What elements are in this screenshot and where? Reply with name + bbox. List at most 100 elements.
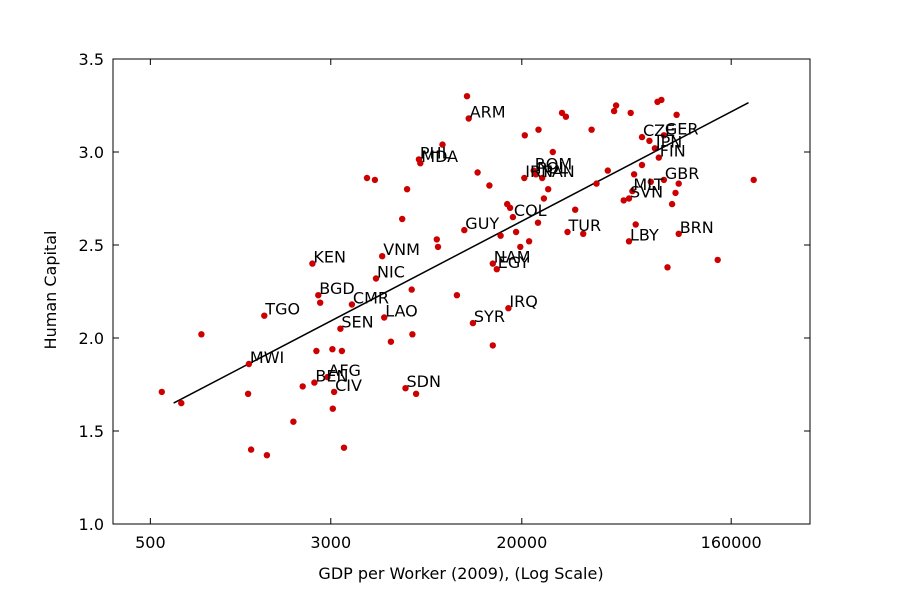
scatter-point bbox=[658, 96, 665, 104]
point-label-mwi: MWI bbox=[250, 348, 284, 367]
scatter-point bbox=[593, 180, 600, 187]
y-tick-label: 1.0 bbox=[79, 515, 104, 534]
point-label-civ: CIV bbox=[335, 376, 362, 395]
point-label-irn: IRN bbox=[525, 162, 553, 181]
scatter-point bbox=[412, 390, 420, 397]
scatter-point bbox=[338, 347, 346, 355]
scatter-point-syr bbox=[469, 319, 477, 327]
scatter-point-tgo bbox=[261, 312, 268, 319]
point-label-brn: BRN bbox=[680, 218, 714, 237]
scatter-point bbox=[247, 446, 255, 453]
scatter-point bbox=[506, 204, 514, 211]
point-label-tgo: TGO bbox=[264, 300, 300, 319]
point-label-nic: NIC bbox=[377, 263, 405, 282]
scatter-point bbox=[263, 452, 271, 459]
scatter-point-arm bbox=[465, 115, 472, 122]
point-label-afg: AFG bbox=[328, 361, 361, 380]
scatter-point bbox=[403, 186, 411, 193]
scatter-point bbox=[535, 126, 542, 133]
point-label-mda: MDA bbox=[421, 147, 458, 166]
point-label-guy: GUY bbox=[465, 214, 499, 233]
scatter-point-mwi bbox=[245, 360, 253, 368]
scatter-point bbox=[497, 232, 504, 239]
scatter-point bbox=[371, 176, 379, 184]
scatter-point-pan bbox=[539, 174, 546, 182]
point-label-ger: GER bbox=[665, 119, 699, 138]
scatter-point-nic bbox=[372, 275, 380, 282]
point-label-ben: BEN bbox=[315, 367, 348, 386]
scatter-point bbox=[612, 102, 620, 109]
point-label-svn: SVN bbox=[630, 183, 663, 202]
point-label-lao: LAO bbox=[385, 302, 418, 321]
scatter-point-irq bbox=[505, 305, 512, 312]
point-label-sdn: SDN bbox=[407, 372, 441, 391]
scatter-point bbox=[632, 221, 639, 228]
point-label-arm: ARM bbox=[470, 103, 506, 122]
scatter-point bbox=[647, 178, 654, 185]
scatter-point bbox=[329, 346, 336, 353]
scatter-point bbox=[630, 171, 638, 178]
scatter-point-cmr bbox=[348, 301, 356, 308]
x-tick-label: 3000 bbox=[310, 533, 351, 552]
scatter-point bbox=[408, 286, 415, 293]
scatter-point bbox=[588, 126, 595, 133]
point-label-ken: KEN bbox=[313, 248, 346, 267]
scatter-point-ken bbox=[309, 260, 316, 267]
point-label-pan: PAN bbox=[543, 162, 575, 181]
scatter-point bbox=[638, 161, 646, 169]
scatter-point bbox=[299, 383, 306, 390]
scatter-point bbox=[486, 182, 493, 189]
scatter-point-mda bbox=[417, 160, 424, 167]
scatter-point-tur bbox=[564, 228, 571, 236]
scatter-point-egy bbox=[493, 266, 500, 273]
scatter-point bbox=[540, 195, 548, 202]
scatter-point bbox=[290, 418, 297, 425]
scatter-point-vnm bbox=[379, 253, 386, 260]
scatter-point bbox=[675, 180, 682, 187]
scatter-point bbox=[512, 228, 520, 236]
scatter-point bbox=[572, 206, 579, 213]
point-label-syr: SYR bbox=[474, 307, 505, 326]
point-label-irq: IRQ bbox=[509, 292, 537, 311]
point-label-pol: POL bbox=[537, 158, 568, 177]
scatter-point bbox=[627, 109, 634, 117]
scatter-point bbox=[545, 186, 552, 193]
scatter-point bbox=[604, 167, 611, 174]
scatter-point bbox=[474, 169, 481, 176]
scatter-point bbox=[517, 243, 524, 251]
scatter-point bbox=[387, 338, 395, 345]
scatter-point bbox=[178, 399, 185, 407]
scatter-point bbox=[714, 256, 721, 264]
x-tick-label: 160000 bbox=[701, 533, 762, 552]
scatter-point bbox=[549, 148, 556, 156]
scatter-point bbox=[668, 200, 676, 208]
y-tick-label: 2.5 bbox=[79, 236, 104, 255]
y-tick-label: 3.5 bbox=[79, 50, 104, 69]
scatter-point-afg bbox=[324, 373, 331, 381]
scatter-point bbox=[409, 331, 416, 338]
point-label-jpn: JPN bbox=[655, 132, 682, 151]
scatter-point-jpn bbox=[651, 145, 659, 152]
scatter-point bbox=[434, 243, 442, 251]
scatter-point-svn bbox=[625, 195, 633, 202]
scatter-point-pol bbox=[532, 171, 540, 178]
point-label-rom: ROM bbox=[535, 155, 573, 174]
scatter-point bbox=[433, 236, 440, 243]
point-label-lby: LBY bbox=[630, 225, 659, 244]
scatter-point bbox=[672, 189, 679, 197]
scatter-point bbox=[439, 141, 446, 148]
scatter-point bbox=[646, 137, 653, 144]
scatter-point bbox=[521, 132, 528, 139]
scatter-point bbox=[620, 197, 627, 204]
scatter-point bbox=[329, 405, 336, 412]
point-label-tur: TUR bbox=[568, 216, 602, 235]
data-marks bbox=[158, 93, 757, 459]
scatter-point bbox=[244, 390, 252, 397]
point-label-gbr: GBR bbox=[665, 164, 700, 183]
scatter-point bbox=[673, 111, 680, 119]
y-axis-label: Human Capital bbox=[41, 231, 60, 350]
plot-frame bbox=[112, 58, 811, 525]
scatter-point bbox=[399, 215, 406, 223]
scatter-point bbox=[580, 230, 587, 237]
